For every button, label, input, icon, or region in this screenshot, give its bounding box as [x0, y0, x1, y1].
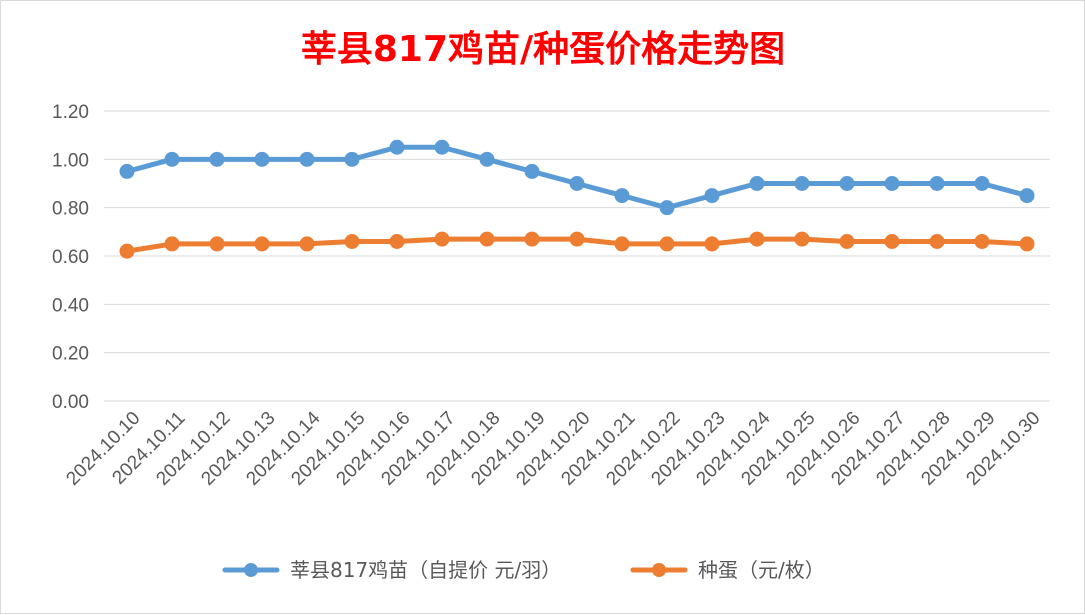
series-2	[119, 231, 1035, 259]
data-point	[749, 176, 765, 191]
data-point	[254, 236, 270, 252]
data-point	[344, 234, 360, 249]
data-point	[794, 231, 810, 247]
data-point	[704, 236, 720, 252]
series-layer	[119, 139, 1035, 259]
data-point	[209, 151, 225, 167]
y-tick-label: 0.40	[52, 295, 89, 316]
data-point	[299, 151, 315, 167]
data-point	[164, 151, 180, 167]
y-tick-label: 0.80	[52, 199, 89, 220]
data-point	[434, 139, 450, 155]
data-point	[569, 231, 585, 247]
chart-title: 莘县817鸡苗/种蛋价格走势图	[301, 29, 785, 70]
data-point	[1019, 188, 1035, 204]
series-1	[119, 139, 1035, 216]
legend-label: 种蛋（元/枚）	[698, 558, 825, 582]
data-point	[704, 188, 720, 204]
legend: 莘县817鸡苗（自提价 元/羽） 种蛋（元/枚）	[222, 558, 825, 582]
data-point	[524, 163, 540, 179]
data-point	[884, 234, 900, 249]
data-point	[974, 176, 990, 191]
data-point	[749, 231, 765, 247]
gridlines	[104, 110, 1050, 402]
data-point	[479, 231, 495, 247]
data-point	[209, 236, 225, 252]
legend-marker	[652, 563, 666, 577]
y-tick-label: 0.60	[52, 247, 89, 268]
data-point	[569, 176, 585, 191]
legend-marker	[244, 563, 258, 577]
legend-item: 种蛋（元/枚）	[630, 558, 825, 582]
data-point	[839, 176, 855, 191]
data-point	[119, 243, 135, 259]
data-point	[794, 176, 810, 191]
data-point	[254, 151, 270, 167]
legend-label: 莘县817鸡苗（自提价 元/羽）	[290, 558, 561, 582]
data-point	[929, 176, 945, 191]
data-point	[614, 188, 630, 204]
data-point	[164, 236, 180, 252]
data-point	[974, 234, 990, 249]
data-point	[434, 231, 450, 247]
data-point	[344, 151, 360, 167]
data-point	[389, 139, 405, 155]
y-axis-tick-labels: 0.00 0.20 0.40 0.60 0.80 1.00 1.20	[52, 102, 89, 413]
data-point	[884, 176, 900, 191]
data-point	[659, 200, 675, 216]
data-point	[614, 236, 630, 252]
x-axis-tick-labels: 2024.10.102024.10.112024.10.122024.10.13…	[62, 407, 1044, 489]
data-point	[524, 231, 540, 247]
data-point	[299, 236, 315, 252]
data-point	[1019, 236, 1035, 252]
data-point	[659, 236, 675, 252]
y-tick-label: 0.00	[52, 392, 89, 413]
data-point	[119, 163, 135, 179]
data-point	[389, 234, 405, 249]
y-tick-label: 1.20	[52, 102, 89, 123]
data-point	[479, 151, 495, 167]
y-tick-label: 0.20	[52, 344, 89, 365]
legend-item: 莘县817鸡苗（自提价 元/羽）	[222, 558, 561, 582]
data-point	[839, 234, 855, 249]
data-point	[929, 234, 945, 249]
y-tick-label: 1.00	[52, 150, 89, 171]
